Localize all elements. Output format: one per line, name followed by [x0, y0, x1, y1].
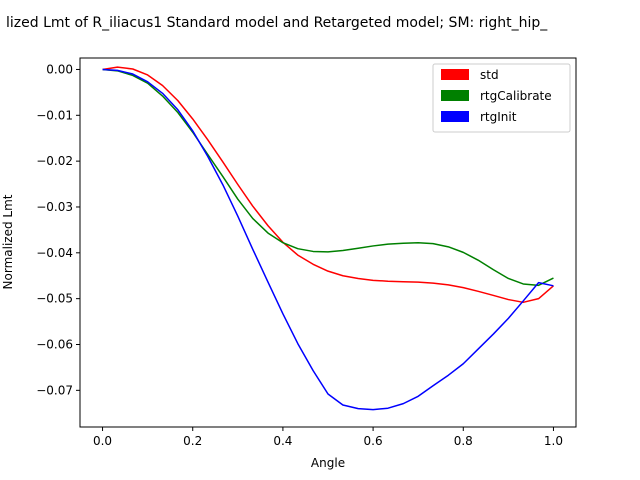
x-axis-label: Angle: [311, 456, 345, 470]
series-line-rtgCalibrate: [102, 68, 554, 287]
x-tick-label: 0.6: [364, 434, 383, 448]
series-lines: [102, 66, 554, 411]
y-tick-label: −0.04: [36, 246, 73, 260]
x-tick-label: 0.4: [273, 434, 292, 448]
chart-title: lized Lmt of R_iliacus1 Standard model a…: [6, 15, 548, 31]
y-tick-label: −0.05: [36, 292, 73, 306]
legend-swatch-rtgInit: [441, 111, 469, 122]
legend-swatch-std: [441, 69, 469, 80]
legend-label-rtgInit: rtgInit: [480, 110, 517, 124]
legend-label-rtgCalibrate: rtgCalibrate: [480, 89, 552, 103]
legend-swatch-rtgCalibrate: [441, 90, 469, 101]
y-axis: 0.00 −0.01 −0.02 −0.03 −0.04 −0.05 −0.06 −0.07: [36, 62, 80, 397]
x-tick-label: 0.8: [454, 434, 473, 448]
series-line-std: [102, 66, 554, 304]
y-tick-label: −0.03: [36, 200, 73, 214]
y-tick-label: −0.02: [36, 154, 73, 168]
legend: std rtgCalibrate rtgInit: [432, 63, 571, 133]
y-tick-label: −0.06: [36, 337, 73, 351]
x-tick-label: 0.2: [183, 434, 202, 448]
legend-label-std: std: [480, 68, 499, 82]
y-tick-label: −0.07: [36, 383, 73, 397]
y-tick-label: 0.00: [46, 62, 73, 76]
y-tick-label: −0.01: [36, 108, 73, 122]
x-axis: 0.0 0.2 0.4 0.6 0.8 1.0: [93, 427, 563, 448]
y-axis-label: Normalized Lmt: [1, 194, 15, 289]
x-tick-label: 0.0: [93, 434, 112, 448]
series-line-rtgInit: [102, 68, 554, 411]
x-tick-label: 1.0: [544, 434, 563, 448]
